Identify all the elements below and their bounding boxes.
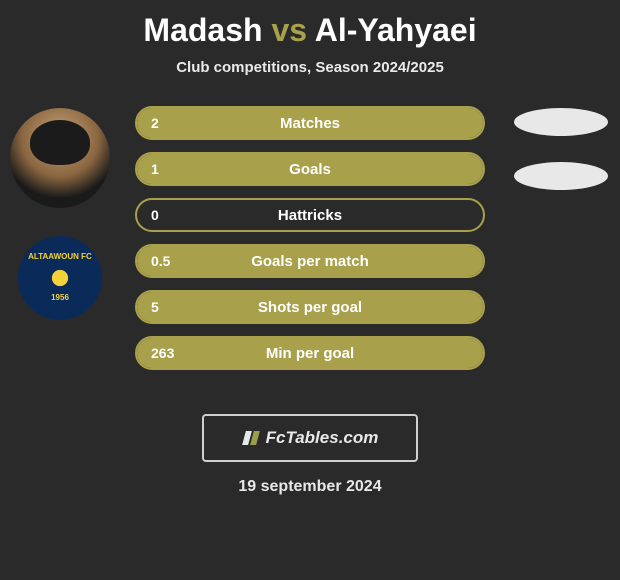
vs-separator: vs [271,12,307,48]
stat-value-left: 263 [151,338,174,368]
stat-value-left: 2 [151,108,159,138]
stat-rows: 2Matches 1Goals 0Hattricks 0.5Goals per mat… [135,106,485,382]
stat-fill-left [137,292,483,322]
brand-badge: FcTables.com [202,414,418,462]
stat-value-left: 0.5 [151,246,170,276]
stats-chart: ALTAAWOUN FC 1956 2Matches 1Goals 0Hattric… [0,106,620,396]
brand-icon [242,429,260,447]
player1-name: Madash [143,12,262,48]
stat-label: Hattricks [137,200,483,230]
stat-fill-left [137,108,483,138]
club-name-text: ALTAAWOUN FC [28,253,92,262]
player2-indicator-1 [514,108,608,136]
stat-value-left: 0 [151,200,159,230]
stat-value-left: 1 [151,154,159,184]
stat-row: 263Min per goal [135,336,485,370]
stat-row: 0.5Goals per match [135,244,485,278]
snapshot-date: 19 september 2024 [0,478,620,496]
player2-indicator-2 [514,162,608,190]
stat-row: 5Shots per goal [135,290,485,324]
player1-club-badge: ALTAAWOUN FC 1956 [18,236,102,320]
stat-fill-left [137,154,483,184]
club-year-text: 1956 [28,294,92,303]
brand-text: FcTables.com [266,428,379,448]
stat-value-left: 5 [151,292,159,322]
comparison-title: Madash vs Al-Yahyaei [0,0,620,49]
stat-fill-left [137,338,483,368]
stat-row: 1Goals [135,152,485,186]
player2-name: Al-Yahyaei [315,12,477,48]
season-subtitle: Club competitions, Season 2024/2025 [0,59,620,76]
club-ball-icon [46,264,74,292]
stat-row: 2Matches [135,106,485,140]
player1-avatar [10,108,110,208]
stat-fill-left [137,246,483,276]
stat-row: 0Hattricks [135,198,485,232]
